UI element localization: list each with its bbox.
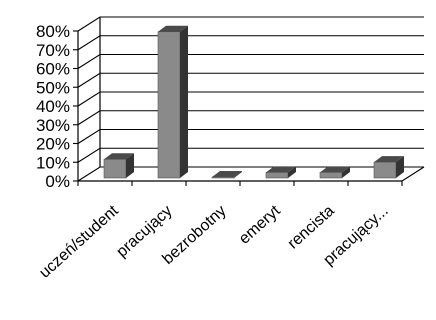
- y-tick-label: 10%: [36, 153, 70, 172]
- gridline: [77, 72, 424, 88]
- floor-right-edge: [401, 166, 425, 182]
- bar-top-0: [104, 153, 134, 160]
- bar-top-3: [266, 166, 296, 173]
- bar-2: [211, 176, 235, 179]
- gridline: [77, 91, 424, 107]
- bar-4: [319, 172, 343, 179]
- bar-side-0: [126, 153, 134, 178]
- bar-top-2: [212, 171, 242, 177]
- bar-1: [157, 31, 181, 179]
- bar-side-4: [342, 166, 350, 178]
- y-tick-label: 80%: [36, 22, 70, 41]
- bar-top-1: [158, 25, 188, 32]
- gridline: [77, 53, 424, 69]
- x-category-label: emeryt: [236, 202, 284, 248]
- gridline: [77, 110, 424, 126]
- bar-side-2: [234, 171, 242, 178]
- y-tick-label: 30%: [36, 116, 70, 135]
- y-tick-label: 60%: [36, 60, 70, 79]
- bar-0: [103, 158, 127, 179]
- bar-side-5: [396, 156, 404, 178]
- gridline: [77, 35, 424, 51]
- bar-side-3: [288, 166, 296, 178]
- y-tick-label: 0%: [45, 172, 70, 191]
- x-category-label: rencista: [285, 202, 338, 252]
- bar-top-4: [320, 166, 350, 173]
- y-tick-label: 50%: [36, 78, 70, 97]
- gridline: [77, 128, 424, 144]
- bar-side-1: [180, 25, 188, 178]
- y-tick-label: 70%: [36, 41, 70, 60]
- x-category-label: uczeń/student: [36, 202, 122, 282]
- bar-5: [373, 161, 397, 179]
- gridline: [77, 16, 424, 32]
- bar-top-5: [374, 156, 404, 163]
- floor-gridline: [77, 166, 424, 182]
- bar-3: [265, 172, 289, 179]
- y-tick-label: 20%: [36, 135, 70, 154]
- gridline: [77, 147, 424, 163]
- y-tick-label: 40%: [36, 97, 70, 116]
